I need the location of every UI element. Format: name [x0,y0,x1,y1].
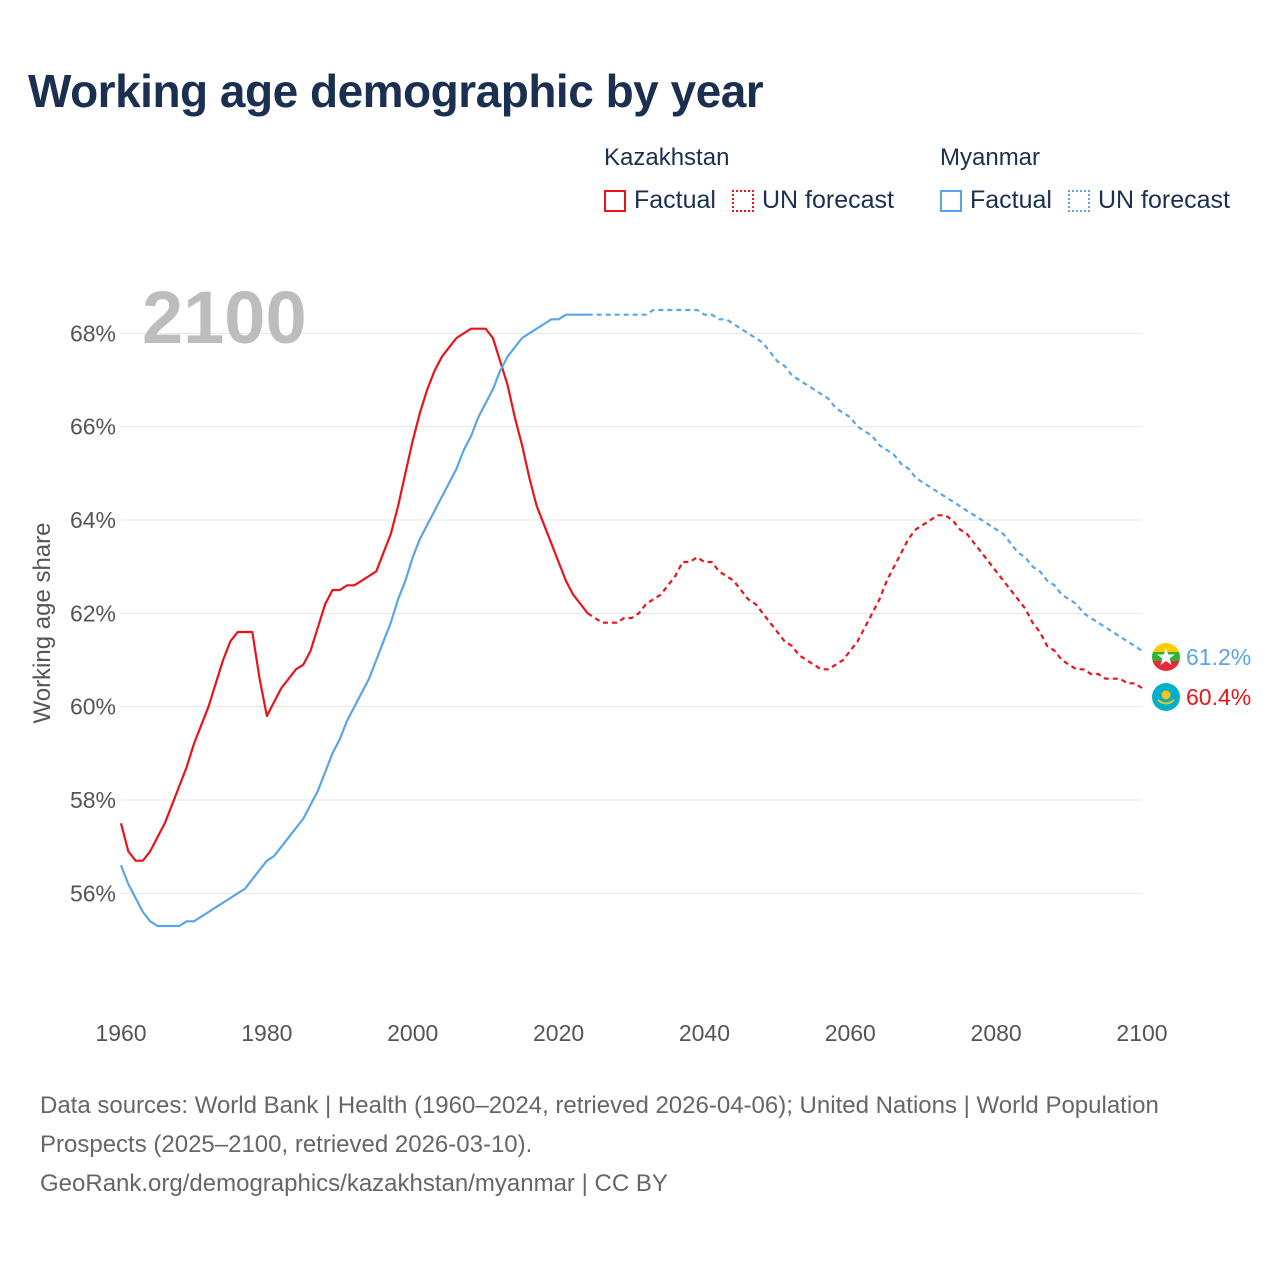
x-tick-label: 2080 [971,1020,1022,1046]
data-sources: Data sources: World Bank | Health (1960–… [40,1086,1220,1203]
legend-factual-label: Factual [634,186,716,214]
sources-line: Data sources: World Bank | Health (1960–… [40,1092,1159,1158]
y-tick-label: 60% [70,694,116,720]
legend-forecast-item[interactable]: UN forecast [1067,186,1230,215]
end-markers [1152,643,1180,711]
legend-country-name: Kazakhstan [604,144,730,171]
legend-forecast-item[interactable]: UN forecast [731,186,894,215]
line-chart: 56% 58% 60% 62% 64% 66% 68% 1960 1980 2000 2020 20… [29,276,1251,1046]
legend-factual-swatch [940,189,962,212]
legend-factual-item[interactable]: Factual [604,186,716,215]
x-tick-label: 2100 [1116,1020,1167,1046]
legend-forecast-label: UN forecast [761,186,894,214]
y-tick-label: 58% [70,787,116,813]
legend-factual-label: Factual [970,186,1052,214]
myanmar-flag-icon [1152,643,1180,671]
year-watermark: 2100 [142,276,307,359]
x-tick-label: 2040 [679,1020,730,1046]
legend-country-name: Myanmar [940,144,1041,171]
x-tick-label: 1960 [95,1020,146,1046]
y-axis-ticks: 56% 58% 60% 62% 64% 66% 68% [70,320,116,906]
x-tick-label: 2000 [387,1020,438,1046]
legend-forecast-swatch [731,189,754,212]
sources-link[interactable]: GeoRank.org/demographics/kazakhstan/myan… [40,1170,668,1197]
end-label-myanmar: 61.2% [1186,644,1251,670]
y-tick-label: 66% [70,414,116,440]
grid-lines [121,332,1142,894]
myanmar-factual-line[interactable] [119,313,588,928]
legend-factual-item[interactable]: Factual [940,186,1052,215]
legend-myanmar: Myanmar Factual UN forecast [940,144,1246,215]
x-tick-label: 2020 [533,1020,584,1046]
y-tick-label: 68% [70,320,116,346]
y-axis-label: Working age share [29,523,56,724]
x-tick-label: 1980 [241,1020,292,1046]
chart-title: Working age demographic by year [28,65,764,117]
legend-forecast-swatch [1067,189,1090,212]
end-label-kazakhstan: 60.4% [1186,684,1251,710]
y-tick-label: 62% [70,600,116,626]
series-layer [119,308,1143,928]
myanmar-forecast-line[interactable] [587,308,1143,652]
kazakhstan-flag-icon [1152,683,1180,711]
legend-kazakhstan: Kazakhstan Factual UN forecast [604,144,910,215]
y-tick-label: 56% [70,880,116,906]
x-axis-ticks: 1960 1980 2000 2020 2040 2060 2080 2100 [95,1020,1167,1046]
y-tick-label: 64% [70,507,116,533]
legend-forecast-label: UN forecast [1097,186,1230,214]
kazakhstan-forecast-line[interactable] [587,514,1143,689]
x-tick-label: 2060 [825,1020,876,1046]
legend-factual-swatch [604,189,626,212]
kazakhstan-factual-line[interactable] [119,327,589,862]
